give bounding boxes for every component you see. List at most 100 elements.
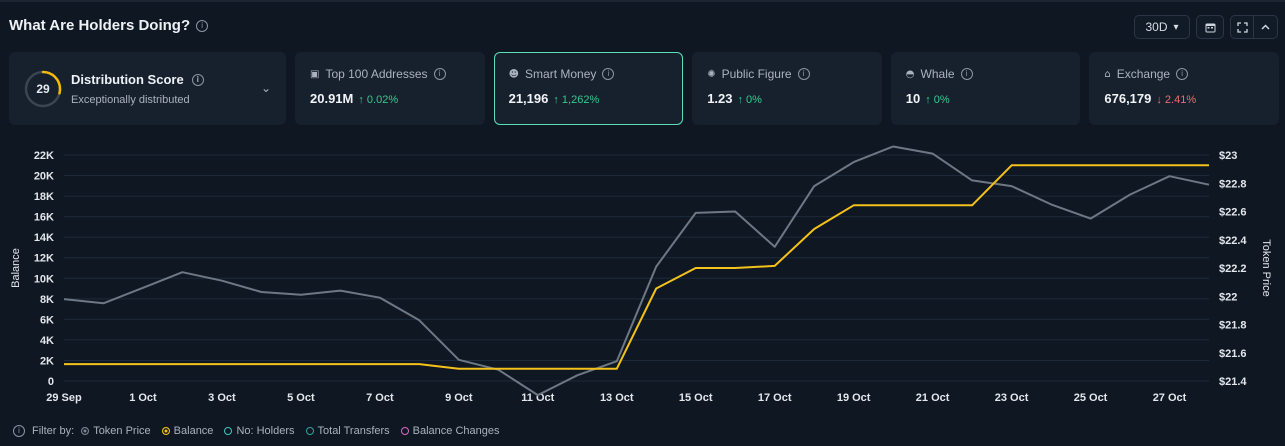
chevron-down-icon: ▾	[1173, 21, 1179, 33]
collapse-button[interactable]	[1254, 15, 1278, 39]
info-icon[interactable]: i	[196, 19, 209, 32]
x-tick-label: 15 Oct	[679, 392, 713, 404]
smart-money-icon: ☻	[508, 68, 520, 80]
y2-tick-label: $21.8	[1219, 320, 1247, 332]
bank-icon: ⌂	[1104, 68, 1111, 80]
y2-tick-label: $21.4	[1219, 376, 1247, 388]
filter-item-label: Balance	[173, 425, 214, 437]
chevron-up-icon	[1261, 23, 1270, 30]
metric-value: 1.23	[707, 91, 733, 106]
metric-value: 676,179	[1104, 91, 1152, 106]
metric-value: 21,196	[508, 91, 549, 106]
y2-tick-label: $22	[1219, 291, 1237, 303]
metric-card-top-100-addresses[interactable]: ▣ Top 100 Addresses i 20.91M ↑ 0.02%	[295, 52, 485, 125]
y-axis-label: Balance	[10, 248, 22, 288]
public-figure-icon: ✺	[707, 68, 716, 80]
distribution-score-value: 29	[36, 82, 50, 96]
x-tick-label: 21 Oct	[916, 392, 950, 404]
metric-card-public-figure[interactable]: ✺ Public Figure i 1.23 ↑ 0%	[692, 52, 882, 125]
filter-no-holders[interactable]: No: Holders	[224, 425, 295, 437]
period-select[interactable]: 30D ▾	[1134, 15, 1190, 39]
filter-balance[interactable]: Balance	[161, 425, 214, 437]
metric-title: Smart Money	[525, 67, 597, 81]
y-tick-label: 8K	[40, 294, 54, 306]
x-tick-label: 11 Oct	[521, 392, 554, 404]
filter-dot	[224, 427, 233, 435]
metric-card-smart-money[interactable]: ☻ Smart Money i 21,196 ↑ 1,262%	[493, 52, 684, 125]
x-tick-label: 9 Oct	[445, 392, 473, 404]
metric-title: Top 100 Addresses	[325, 67, 428, 81]
x-tick-label: 29 Sep	[46, 392, 82, 404]
filter-bar: i Filter by: Token Price Balance No: Hol…	[13, 425, 504, 437]
y2-tick-label: $22.6	[1219, 207, 1247, 219]
y2-tick-label: $22.2	[1219, 263, 1247, 275]
metric-card-exchange[interactable]: ⌂ Exchange i 676,179 ↓ 2.41%	[1089, 52, 1279, 125]
metric-change: ↑ 1,262%	[553, 94, 600, 106]
filter-total-transfers[interactable]: Total Transfers	[305, 425, 390, 437]
y2-axis-label: Token Price	[1260, 239, 1272, 296]
x-tick-label: 1 Oct	[129, 392, 157, 404]
calendar-button[interactable]	[1196, 15, 1224, 39]
metric-card-whale[interactable]: ◓ Whale i 10 ↑ 0%	[890, 52, 1081, 125]
series-line-token-price	[63, 145, 1210, 397]
y-tick-label: 4K	[40, 335, 54, 347]
distribution-score-sublabel: Exceptionally distributed	[71, 94, 190, 106]
filter-dot	[81, 427, 90, 435]
metric-value: 10	[905, 91, 921, 106]
metric-title: Whale	[920, 67, 955, 81]
info-icon[interactable]: i	[960, 68, 973, 80]
info-icon[interactable]: i	[191, 73, 204, 86]
x-tick-label: 25 Oct	[1074, 392, 1108, 404]
expand-icon	[1236, 21, 1248, 33]
x-tick-label: 17 Oct	[758, 392, 792, 404]
filter-item-label: Token Price	[93, 425, 151, 437]
expand-button[interactable]	[1230, 15, 1254, 39]
wallet-icon: ▣	[310, 68, 320, 80]
x-tick-label: 7 Oct	[366, 392, 394, 404]
x-tick-label: 13 Oct	[600, 392, 634, 404]
y-tick-label: 18K	[34, 191, 54, 203]
y-tick-label: 16K	[34, 212, 54, 224]
summary-cards: 29 Distribution Score i Exceptionally di…	[9, 52, 1279, 125]
y-tick-label: 14K	[34, 232, 54, 244]
filter-token-price[interactable]: Token Price	[81, 425, 151, 437]
whale-icon: ◓	[905, 68, 915, 80]
filter-dot	[161, 427, 170, 435]
metric-change: ↑ 0%	[925, 94, 950, 106]
filter-dot	[400, 427, 409, 435]
filter-dot	[305, 427, 314, 435]
x-tick-label: 23 Oct	[995, 392, 1029, 404]
filter-balance-changes[interactable]: Balance Changes	[400, 425, 500, 437]
info-icon[interactable]: i	[1176, 68, 1189, 80]
period-value: 30D	[1145, 20, 1168, 34]
distribution-score-title: Distribution Score i	[71, 72, 204, 87]
filter-item-label: Total Transfers	[317, 425, 390, 437]
info-icon[interactable]: i	[433, 68, 446, 80]
metric-change: ↑ 0%	[737, 94, 762, 106]
y-tick-label: 20K	[34, 171, 54, 183]
info-icon[interactable]: i	[797, 68, 810, 80]
holders-chart[interactable]: 0 2K 4K 6K 8K 10K 12K 14K 16K 18K 20K 22K $21.4 $21.6…	[0, 140, 1285, 412]
toolbar: 30D ▾	[1134, 15, 1278, 39]
y-tick-label: 12K	[34, 253, 54, 265]
y2-tick-label: $22.4	[1219, 235, 1247, 247]
filter-item-label: No: Holders	[236, 425, 295, 437]
filter-label: Filter by:	[32, 425, 75, 437]
chevron-down-icon[interactable]: ⌄	[260, 81, 271, 95]
distribution-score-card[interactable]: 29 Distribution Score i Exceptionally di…	[9, 52, 286, 125]
section-header: What Are Holders Doing? i	[9, 17, 209, 34]
info-icon[interactable]: i	[602, 68, 615, 80]
y2-tick-label: $23	[1219, 150, 1237, 162]
y2-tick-label: $22.8	[1219, 178, 1247, 190]
info-icon[interactable]: i	[13, 425, 25, 437]
metric-change: ↑ 0.02%	[358, 94, 399, 106]
x-tick-label: 19 Oct	[837, 392, 871, 404]
x-tick-label: 27 Oct	[1153, 392, 1187, 404]
distribution-score-label: Distribution Score	[71, 72, 184, 87]
x-tick-label: 5 Oct	[287, 392, 315, 404]
metric-value: 20.91M	[310, 91, 354, 106]
metric-title: Exchange	[1116, 67, 1171, 81]
x-tick-label: 3 Oct	[208, 392, 236, 404]
page-title: What Are Holders Doing?	[9, 17, 191, 34]
y2-tick-label: $21.6	[1219, 348, 1247, 360]
